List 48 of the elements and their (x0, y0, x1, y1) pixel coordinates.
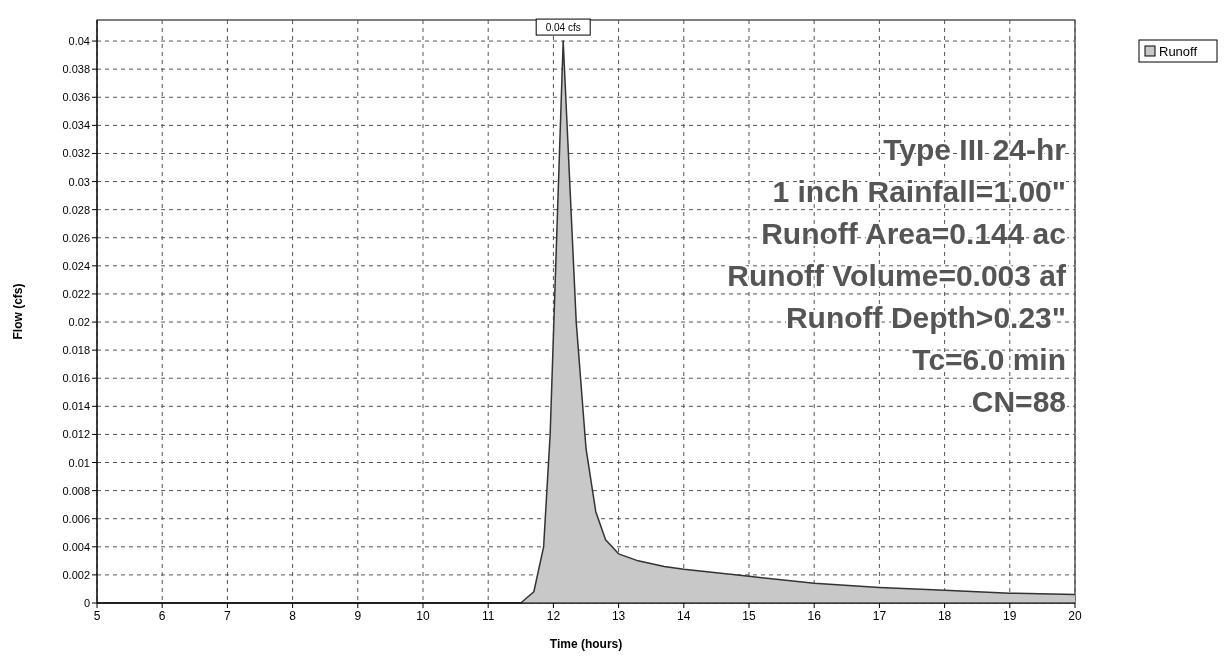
y-tick-label: 0.022 (62, 287, 90, 300)
annotation: CN=88 (971, 385, 1066, 418)
x-axis-title: Time (hours) (549, 637, 623, 651)
y-tick-label: 0.032 (62, 147, 90, 160)
y-axis-title: Flow (cfs) (11, 283, 25, 340)
x-tick-label: 17 (872, 609, 887, 623)
annotation: Runoff Volume=0.003 af (727, 259, 1068, 292)
x-tick-label: 9 (354, 609, 362, 623)
annotation: 0.04 cfs (545, 22, 581, 34)
x-tick-label: 7 (224, 609, 232, 623)
y-tick-label: 0.014 (62, 400, 90, 413)
x-tick-label: 12 (546, 609, 561, 623)
y-tick-label: 0.004 (62, 540, 90, 553)
annotation: 1 inch Rainfall=1.00" (772, 175, 1066, 208)
y-tick-label: 0.012 (62, 428, 90, 441)
x-tick-label: 10 (416, 609, 430, 623)
y-tick-label: 0.016 (62, 372, 90, 385)
y-tick-label: 0.038 (62, 63, 90, 76)
y-tick-label: 0.024 (62, 259, 90, 272)
y-tick-label: 0.01 (68, 456, 90, 469)
y-tick-label: 0.02 (68, 316, 90, 329)
x-tick-label: 13 (611, 609, 626, 623)
x-tick-label: 19 (1003, 609, 1017, 623)
x-tick-label: 8 (289, 609, 297, 623)
x-tick-label: 18 (937, 609, 952, 623)
y-tick-label: 0.034 (62, 119, 90, 132)
y-tick-label: 0.006 (62, 512, 90, 525)
x-tick-label: 15 (742, 609, 756, 623)
y-tick-label: 0.026 (62, 231, 90, 244)
y-tick-label: 0.002 (62, 568, 90, 581)
legend-label: Runoff (1159, 44, 1198, 59)
annotation: Runoff Depth>0.23" (785, 301, 1066, 334)
y-tick-label: 0.018 (62, 344, 90, 357)
x-tick-label: 6 (158, 609, 166, 623)
annotation: Runoff Area=0.144 ac (761, 217, 1066, 250)
y-tick-label: 0 (83, 597, 90, 609)
y-tick-label: 0.028 (62, 203, 90, 216)
x-tick-label: 16 (807, 609, 822, 623)
x-tick-label: 5 (93, 609, 101, 623)
y-tick-label: 0.008 (62, 484, 90, 497)
annotation: Type III 24-hr (883, 133, 1067, 166)
y-tick-label: 0.03 (68, 175, 90, 188)
y-tick-label: 0.04 (68, 35, 90, 48)
y-tick-label: 0.036 (62, 91, 90, 104)
x-tick-label: 11 (481, 609, 495, 623)
annotation: Tc=6.0 min (912, 343, 1066, 376)
x-tick-label: 20 (1068, 609, 1082, 623)
x-tick-label: 14 (677, 609, 691, 623)
